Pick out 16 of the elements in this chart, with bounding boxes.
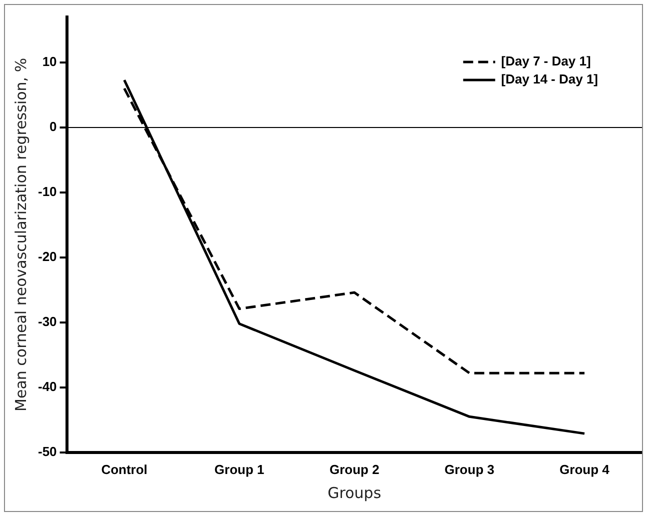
x-tick-label: Group 2 (329, 462, 380, 477)
y-tick-label: 0 (50, 119, 57, 134)
x-axis-title: Groups (328, 484, 382, 502)
y-tick-label: -40 (38, 378, 57, 394)
y-tick-label: -50 (38, 444, 57, 459)
y-tick-label: -30 (38, 314, 57, 330)
legend-label: [Day 14 - Day 1] (501, 72, 598, 87)
x-tick-label: Control (101, 462, 148, 477)
x-tick-label: Group 4 (560, 462, 610, 477)
x-tick-label: Group 1 (214, 462, 264, 477)
y-tick-label: 10 (42, 54, 57, 70)
y-axis-title: Mean corneal neovascularization regression, % (12, 58, 30, 412)
y-tick-label: -10 (38, 184, 57, 200)
x-tick-label: Group 3 (444, 462, 494, 477)
legend-label: [Day 7 - Day 1] (501, 54, 591, 69)
y-tick-label: -20 (38, 249, 57, 264)
